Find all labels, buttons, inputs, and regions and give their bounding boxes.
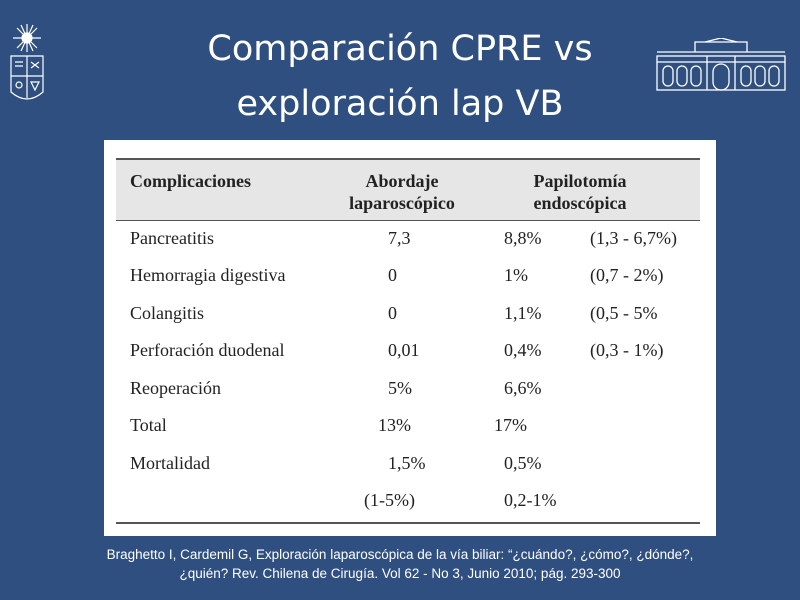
slide-title: Comparación CPRE vs exploración lap VB [150,22,650,132]
row-endoscopica-value: 8,8% [504,228,542,248]
row-laparoscopico-value: 7,3 [388,228,411,248]
header-laparoscopico-line-2: laparoscópico [349,193,455,213]
row-laparoscopico-value: (1-5%) [364,490,415,510]
header-endoscopica-line-1: Papilotomía [533,171,627,191]
citation-line-2: ¿quién? Rev. Chilena de Cirugía. Vol 62 … [179,566,621,581]
building-facade-icon [656,38,786,91]
row-laparoscopico-value: 5% [388,378,412,398]
table-image-panel: Complicaciones Abordaje laparoscópico Pa… [104,140,716,536]
header-complicaciones: Complicaciones [130,171,251,191]
citation-line-1: Braghetto I, Cardemil G, Exploración lap… [106,547,694,562]
row-laparoscopico-value: 0,01 [388,340,420,360]
row-label: Reoperación [130,378,221,398]
row-endoscopica-range: (0,7 - 2%) [590,265,664,285]
row-laparoscopico-value: 0 [388,303,397,323]
row-label: Colangitis [130,303,205,323]
row-label: Hemorragia digestiva [130,265,286,285]
row-laparoscopico-value: 1,5% [388,453,426,473]
row-endoscopica-range: (1,3 - 6,7%) [590,228,677,248]
citation-footer: Braghetto I, Cardemil G, Exploración lap… [20,545,780,583]
header-laparoscopico: Abordaje laparoscópico [342,170,462,214]
complications-table: Complicaciones Abordaje laparoscópico Pa… [116,158,700,524]
row-label: Pancreatitis [130,228,214,248]
row-endoscopica-value: 1% [504,265,528,285]
row-endoscopica-value: 0,5% [504,453,542,473]
header-endoscopica-line-2: endoscópica [533,193,627,213]
university-crest-icon [10,24,44,100]
row-label: Mortalidad [130,453,210,473]
row-laparoscopico-value: 0 [388,265,397,285]
row-endoscopica-range: (0,3 - 1%) [590,340,664,360]
slide-title-line-1: Comparación CPRE vs [207,29,593,69]
row-label: Total [130,415,167,435]
slide-title-line-2: exploración lap VB [236,84,564,124]
row-endoscopica-value: 1,1% [504,303,542,323]
row-endoscopica-value: 0,4% [504,340,542,360]
row-endoscopica-value: 6,6% [504,378,542,398]
header-endoscopica: Papilotomía endoscópica [520,170,640,214]
row-laparoscopico-value: 13% [378,415,411,435]
row-endoscopica-range: (0,5 - 5% [590,303,658,323]
table-header: Complicaciones Abordaje laparoscópico Pa… [116,160,700,221]
row-endoscopica-value: 17% [494,415,527,435]
header-laparoscopico-line-1: Abordaje [365,171,439,191]
row-endoscopica-value: 0,2-1% [504,490,557,510]
row-label: Perforación duodenal [130,340,285,360]
